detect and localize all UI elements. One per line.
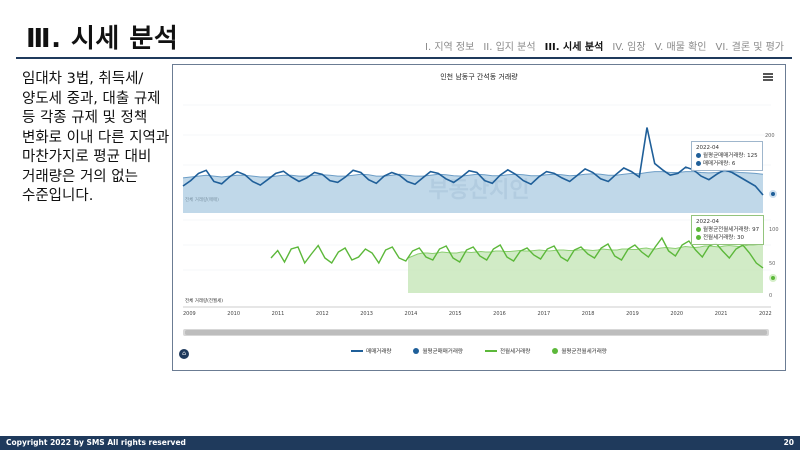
rent-axis-label: 전체 거래량(전월세): [185, 297, 223, 304]
legend-line-icon: [351, 350, 364, 352]
sale-avg-series-area: [183, 171, 763, 213]
chart-scroll-thumb[interactable]: [185, 330, 767, 335]
x-tick-label: 2012: [316, 311, 329, 317]
rent-tooltip-date: 2022-04: [696, 219, 719, 225]
legend-item-sale[interactable]: 매매거래량: [351, 347, 391, 355]
sale-end-marker: [769, 190, 777, 198]
sale-tooltip: 2022-04 월평균매매거래량: 125 매매거래량: 6: [691, 141, 763, 171]
x-tick-label: 2017: [537, 311, 550, 317]
chart-canvas: 인천 남동구 간석동 거래량부동산지인전체 거래량(매매)전체 거래량(전월세)…: [182, 72, 779, 317]
legend-item-rent-avg[interactable]: 월평균전월세거래량: [552, 347, 607, 355]
nav-item-site-visit[interactable]: IV. 임장: [612, 42, 646, 53]
sale-dot-icon: [696, 161, 701, 166]
footer-bar: Copyright 2022 by SMS All rights reserve…: [0, 436, 800, 450]
chart-title: 인천 남동구 간석동 거래량: [440, 72, 518, 81]
legend-line-icon: [484, 350, 497, 352]
sale-tooltip-line1: 월평균매매거래량: 125: [703, 153, 758, 159]
sale-series-line: [182, 127, 764, 196]
nav-item-location[interactable]: II. 입지 분석: [483, 42, 536, 53]
x-tick-label: 2016: [493, 311, 506, 317]
x-tick-label: 2009: [183, 311, 196, 317]
rent-series-line: [270, 236, 764, 269]
legend-dot-icon: [413, 348, 420, 354]
x-tick-label: 2021: [715, 311, 728, 317]
rent-tooltip-line2: 전월세거래량: 30: [703, 235, 744, 241]
rent-y-tick: 0: [769, 293, 772, 299]
x-tick-label: 2014: [405, 311, 418, 317]
legend-item-sale-avg[interactable]: 월평균매매거래량: [413, 347, 463, 355]
rent-avg-series-line: [407, 244, 763, 259]
x-tick-label: 2018: [582, 311, 595, 317]
nav-item-price[interactable]: III. 시세 분석: [544, 42, 604, 53]
rent-y-tick: 100: [769, 227, 779, 233]
page-title: Ⅲ. 시세 분석: [26, 24, 179, 54]
rent-avg-dot-icon: [696, 227, 701, 232]
rent-end-marker: [769, 274, 777, 282]
chart-legend: 매매거래량 월평균매매거래량 전월세거래량 월평균전월세거래량: [173, 347, 785, 355]
summary-text: 임대차 3법, 취득세/양도세 중과, 대출 규제 등 각종 규제 및 정책 변…: [22, 71, 170, 204]
section-nav: I. 지역 정보 II. 입지 분석 III. 시세 분석 IV. 임장 V. …: [425, 38, 784, 53]
x-tick-label: 2019: [626, 311, 639, 317]
header-divider: [16, 57, 792, 59]
legend-dot-icon: [552, 348, 559, 354]
rent-avg-series-area: [408, 244, 763, 293]
nav-item-conclusion[interactable]: VI. 결론 및 평가: [715, 42, 784, 53]
sale-avg-dot-icon: [696, 153, 701, 158]
x-tick-label: 2013: [360, 311, 373, 317]
page-number: 20: [783, 438, 794, 447]
x-tick-label: 2011: [272, 311, 285, 317]
home-icon[interactable]: ⌂: [179, 349, 189, 359]
sale-tooltip-line2: 매매거래량: 6: [703, 161, 736, 167]
chart-menu-icon[interactable]: [763, 73, 773, 81]
x-tick-label: 2022: [759, 311, 772, 317]
sale-tooltip-date: 2022-04: [696, 145, 719, 151]
rent-tooltip: 2022-04 월평균전월세거래량: 97 전월세거래량: 30: [691, 215, 765, 245]
x-tick-label: 2015: [449, 311, 462, 317]
rent-y-tick: 50: [769, 261, 775, 267]
legend-item-rent[interactable]: 전월세거래량: [484, 347, 530, 355]
nav-item-listing[interactable]: V. 매물 확인: [654, 42, 707, 53]
nav-item-region[interactable]: I. 지역 정보: [425, 42, 475, 53]
rent-tooltip-line1: 월평균전월세거래량: 97: [703, 227, 760, 233]
x-tick-label: 2010: [227, 311, 240, 317]
transaction-chart: 인천 남동구 간석동 거래량부동산지인전체 거래량(매매)전체 거래량(전월세)…: [172, 64, 786, 371]
copyright-text: Copyright 2022 by SMS All rights reserve…: [6, 438, 186, 447]
x-tick-label: 2020: [670, 311, 683, 317]
rent-dot-icon: [696, 235, 701, 240]
sale-y-tick: 200: [765, 133, 775, 139]
